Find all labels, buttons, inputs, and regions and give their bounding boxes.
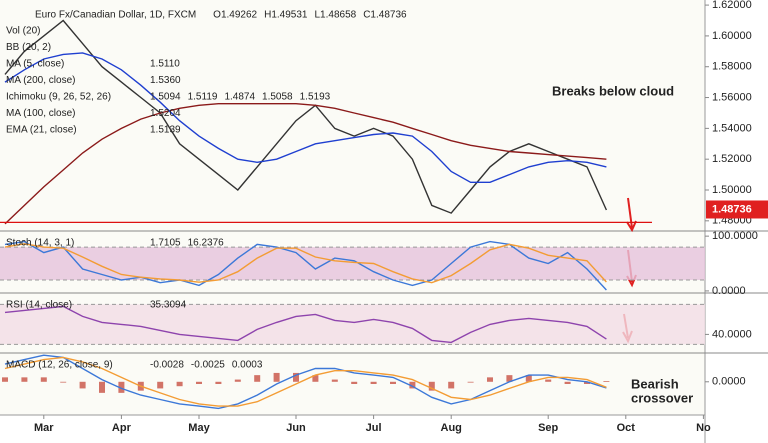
histogram-bar xyxy=(370,381,377,384)
series-line xyxy=(4,305,607,344)
legend-text: -0.0028 xyxy=(150,360,184,371)
series-line xyxy=(4,354,607,410)
annotation: crossover xyxy=(631,390,693,405)
panel-title: Stoch (14, 3, 1) xyxy=(6,238,74,249)
histogram-bar xyxy=(545,379,552,382)
panel-title: RSI (14, close) xyxy=(6,300,72,311)
y-tick-label: 1.54000 xyxy=(712,122,752,134)
y-tick-label: 40.0000 xyxy=(712,328,752,340)
annotation: Breaks below cloud xyxy=(552,83,674,98)
legend-text: 1.5094 xyxy=(150,92,181,103)
y-tick-label: 1.52000 xyxy=(712,153,752,165)
legend-text: -0.0025 xyxy=(191,360,225,371)
legend-label: Ichimoku (9, 26, 52, 26) xyxy=(6,92,111,103)
histogram-bar xyxy=(467,381,474,383)
legend-label: MA (200, close) xyxy=(6,75,75,86)
histogram-bar xyxy=(390,381,396,384)
histogram-bar xyxy=(176,381,183,387)
histogram-bar xyxy=(409,381,416,389)
band xyxy=(0,304,705,345)
x-tick-label: May xyxy=(188,422,210,434)
legend-label: MA (100, close) xyxy=(6,108,75,119)
histogram-bar xyxy=(157,381,164,389)
y-tick-label: 1.56000 xyxy=(712,91,752,103)
series-line xyxy=(4,243,607,284)
legend-text: 16.2376 xyxy=(188,238,225,249)
legend-text: H1.49531 xyxy=(264,10,308,21)
last-price-tag xyxy=(706,200,768,219)
last-price-label: 1.48736 xyxy=(712,203,752,215)
histogram-bar xyxy=(21,377,28,382)
x-tick-label: Apr xyxy=(112,422,132,434)
y-tick-label: 1.50000 xyxy=(712,184,752,196)
histogram-bar xyxy=(40,377,47,382)
histogram-bar xyxy=(196,381,202,384)
histogram-bar xyxy=(525,375,532,382)
legend-text: 1.5058 xyxy=(262,92,293,103)
y-tick-label: 1.60000 xyxy=(712,30,752,42)
annotation: Bearish xyxy=(631,376,679,391)
histogram-bar xyxy=(331,379,338,382)
legend-text: Euro Fx/Canadian Dollar, 1D, FXCM xyxy=(35,10,196,21)
histogram-bar xyxy=(2,377,8,382)
x-tick-label: Jul xyxy=(366,422,382,434)
series-line xyxy=(4,52,607,183)
histogram-bar xyxy=(60,381,67,383)
y-tick-label: 1.62000 xyxy=(712,0,752,11)
histogram-bar xyxy=(254,375,261,382)
panel-title: MACD (12, 26, close, 9) xyxy=(6,360,113,371)
legend-text: L1.48658 xyxy=(314,10,356,21)
x-tick-label: Jun xyxy=(286,422,306,434)
series-line xyxy=(4,240,607,291)
x-tick-label: Sep xyxy=(538,422,558,434)
legend-label: BB (20, 2) xyxy=(6,42,51,53)
x-tick-label: No xyxy=(696,422,711,434)
legend-label: MA (5, close) xyxy=(6,59,64,70)
plot-area xyxy=(0,0,705,415)
histogram-bar xyxy=(293,372,299,382)
histogram-bar xyxy=(351,381,358,384)
legend-text: 1.5119 xyxy=(188,92,218,103)
legend-text: 35.3094 xyxy=(150,300,187,311)
x-tick-label: Aug xyxy=(441,422,462,434)
legend-text: C1.48736 xyxy=(363,10,407,21)
histogram-bar xyxy=(234,379,241,382)
histogram-bar xyxy=(118,381,125,393)
x-tick-label: Oct xyxy=(617,422,636,434)
histogram-bar xyxy=(448,381,455,389)
legend-text: O1.49262 xyxy=(213,10,257,21)
legend-text: 1.5110 xyxy=(150,59,180,70)
legend-text: 0.0003 xyxy=(232,360,263,371)
legend-text: 1.7105 xyxy=(150,238,181,249)
y-tick-label: 1.58000 xyxy=(712,61,752,73)
legend-text: 1.5193 xyxy=(300,92,331,103)
histogram-bar xyxy=(215,381,222,384)
band xyxy=(0,247,705,280)
histogram-bar xyxy=(487,377,493,382)
histogram-bar xyxy=(99,381,105,393)
y-tick-label: 100.0000 xyxy=(712,230,758,242)
legend-text: 1.4874 xyxy=(224,92,255,103)
legend-text: 1.5360 xyxy=(150,75,181,86)
legend-label: Vol (20) xyxy=(6,26,40,37)
histogram-bar xyxy=(564,381,571,384)
histogram-bar xyxy=(79,381,86,389)
histogram-bar xyxy=(273,372,280,382)
y-tick-label: 0.0000 xyxy=(712,285,746,297)
legend-text: 1.5139 xyxy=(150,125,181,136)
legend-text: 1.5204 xyxy=(150,108,181,119)
histogram-bar xyxy=(428,381,435,391)
histogram-bar xyxy=(584,381,590,384)
series-line xyxy=(4,103,607,225)
histogram-bar xyxy=(506,375,513,382)
y-tick-label: 0.0000 xyxy=(712,376,746,388)
histogram-bar xyxy=(312,375,319,382)
histogram-bar xyxy=(603,381,610,382)
series-line xyxy=(4,356,607,407)
legend-label: EMA (21, close) xyxy=(6,125,77,136)
x-tick-label: Mar xyxy=(34,422,54,434)
series-line xyxy=(4,19,608,214)
